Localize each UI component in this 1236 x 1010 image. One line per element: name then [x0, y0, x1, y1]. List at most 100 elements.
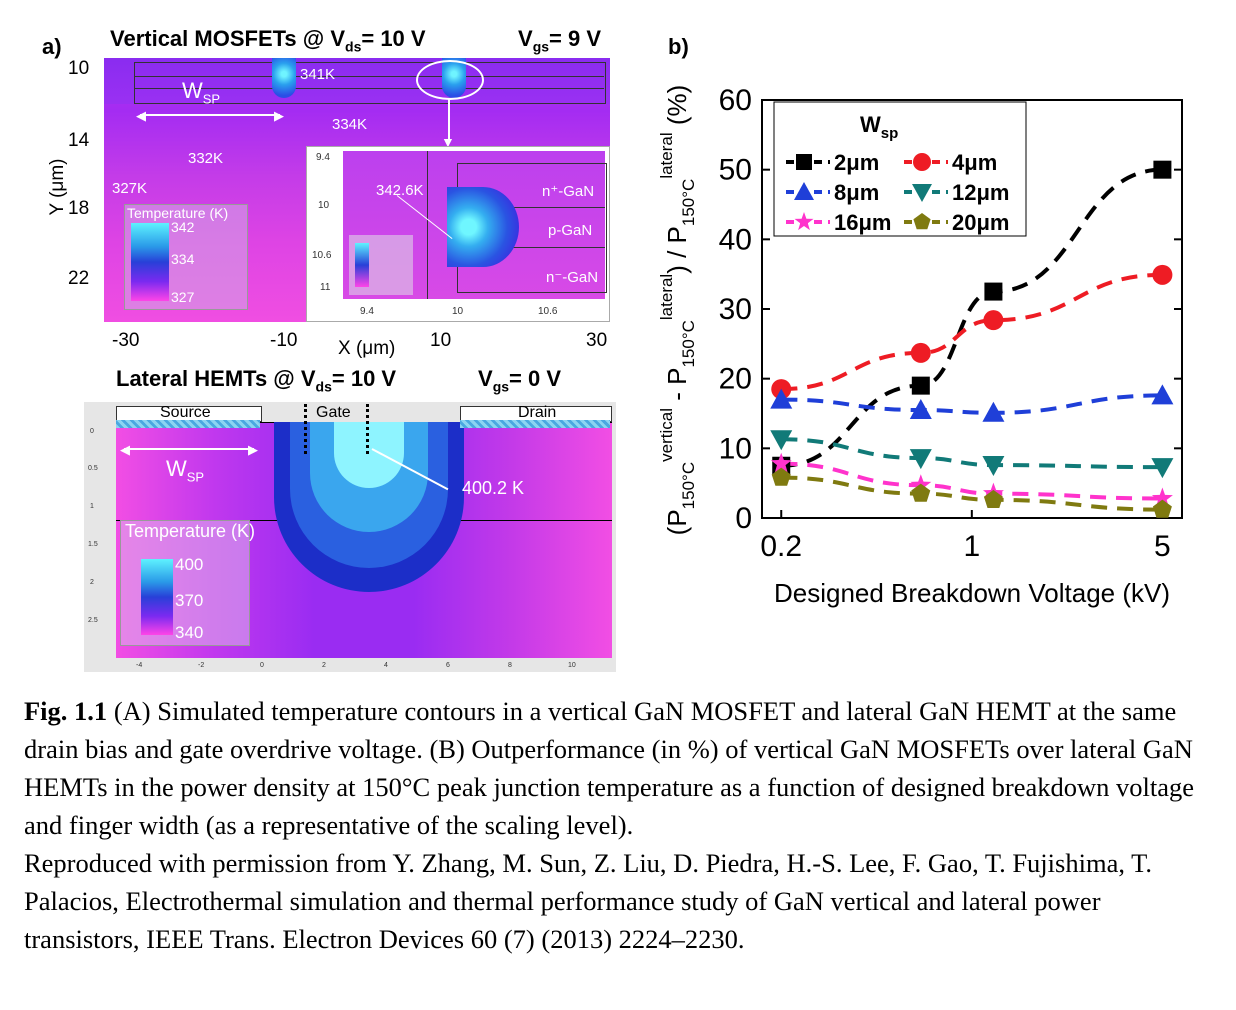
y-tick-label: 10: [719, 432, 752, 465]
breakdown-chart: 0 10 20 30 40 50 60 0.2 1 5 Wsp 2μm 4μm 8μm 12μm 16μm…: [657, 84, 1183, 608]
lateral-x-tick: 6: [446, 662, 450, 669]
vertical-temp-legend: Temperature (K) 342 334 327: [124, 204, 248, 310]
inset-y-tick: 10.6: [312, 250, 332, 261]
inset-arrow: [448, 98, 450, 142]
legend-marker: [794, 212, 814, 231]
wsp-arrow: [140, 114, 280, 116]
legend-marker: [912, 184, 932, 202]
legend-value: 334: [171, 251, 195, 267]
arrow-left-icon: ◀: [120, 442, 130, 457]
legend-entry: 20μm: [952, 210, 1010, 235]
inset-y-tick: 11: [320, 282, 331, 293]
x-axis-label: Designed Breakdown Voltage (kV): [774, 578, 1170, 608]
inset-y-tick: 9.4: [316, 152, 330, 163]
data-point-12μm: [909, 449, 932, 470]
inset-peak-temp: 342.6K: [376, 182, 424, 199]
panel-b-label: b): [668, 34, 689, 59]
data-point-12μm: [1151, 458, 1174, 479]
figure-caption: Fig. 1.1 (A) Simulated temperature conto…: [24, 692, 1214, 958]
arrow-right-icon: ▶: [274, 108, 284, 123]
wsp-label: WSP: [182, 78, 221, 107]
series-line-12μm: [781, 437, 1163, 470]
vertical-title: Vertical MOSFETs @ Vds= 10 V: [110, 26, 426, 55]
data-point-4μm: [910, 342, 931, 363]
layer-label: n⁻-GaN: [546, 269, 599, 286]
series-line-20μm: [781, 475, 1163, 512]
y-tick-label: 40: [719, 223, 752, 256]
data-point-8μm: [982, 401, 1005, 422]
legend-entry: 4μm: [952, 150, 997, 175]
data-point-20μm: [1152, 499, 1172, 518]
data-point-2μm: [1153, 160, 1172, 179]
x-axis-label: X (μm): [338, 338, 396, 359]
legend-marker: [913, 153, 931, 171]
temp-label: 341K: [300, 66, 336, 83]
x-tick: -30: [112, 330, 140, 351]
data-point-20μm: [771, 467, 791, 486]
data-point-12μm: [982, 456, 1005, 477]
lateral-y-tick: 1: [90, 503, 94, 510]
data-point-2μm: [911, 376, 930, 395]
data-point-16μm: [770, 452, 792, 473]
data-point-4μm: [1152, 264, 1173, 285]
inset-x-tick: 10: [452, 306, 464, 317]
inset-x-tick: 9.4: [360, 306, 374, 317]
x-tick-label: 0.2: [760, 530, 802, 563]
lateral-temp-legend: Temperature (K) 400 370 340: [120, 520, 255, 646]
y-axis-label: Y (μm): [47, 158, 68, 216]
data-point-20μm: [983, 489, 1003, 508]
lateral-x-tick: 4: [384, 662, 388, 669]
legend-entry: 2μm: [834, 150, 879, 175]
y-tick: 18: [68, 198, 90, 219]
panel-a-label: a): [42, 34, 62, 59]
data-point-12μm: [770, 430, 793, 451]
y-tick-label: 50: [719, 154, 752, 187]
series-line-4μm: [781, 272, 1163, 392]
temp-label: 334K: [332, 116, 368, 133]
lateral-y-tick: 0: [90, 428, 94, 435]
arrow-right-icon: ▶: [248, 442, 258, 457]
chart-legend: [773, 101, 1027, 237]
lateral-x-tick: 0: [260, 662, 264, 669]
legend-entry: 16μm: [834, 210, 892, 235]
y-axis-label: (P150°Cvertical - P150°Clateral) / P150°…: [657, 85, 698, 536]
lateral-x-tick: 2: [322, 662, 326, 669]
layer-label: p-GaN: [548, 222, 593, 239]
legend-value: 327: [171, 289, 195, 305]
series-line-2μm: [781, 167, 1163, 468]
series-line-16μm: [781, 461, 1163, 501]
x-tick: 30: [586, 330, 608, 351]
arrow-left-icon: ◀: [136, 108, 146, 123]
legend-title: Wsp: [860, 112, 898, 142]
caption-text: Fig. 1.1 (A) Simulated temperature conto…: [24, 696, 1195, 840]
inset-x-tick: 10.6: [538, 306, 558, 317]
lateral-y-tick: 2: [90, 579, 94, 586]
legend-title: Temperature (K): [127, 205, 229, 221]
lateral-vgs: Vgs= 0 V: [478, 366, 562, 395]
data-point-8μm: [1151, 384, 1174, 405]
legend-entry: 8μm: [834, 180, 879, 205]
y-tick-label: 30: [719, 293, 752, 326]
temp-label: 327K: [112, 180, 148, 197]
layer-label: n⁺-GaN: [542, 183, 595, 200]
legend-marker: [913, 213, 931, 230]
x-tick-label: 1: [963, 530, 980, 563]
wsp-arrow: [124, 448, 254, 450]
y-tick-label: 0: [735, 502, 752, 535]
lateral-peak-temp: 400.2 K: [462, 478, 525, 498]
legend-value: 400: [175, 555, 204, 574]
caption-credit: Reproduced with permission from Y. Zhang…: [24, 848, 1152, 954]
data-point-4μm: [983, 310, 1004, 331]
x-tick: -10: [270, 330, 298, 351]
legend-value: 342: [171, 219, 195, 235]
terminal-drain: Drain: [518, 404, 557, 421]
legend-marker: [796, 154, 812, 170]
inset-y-tick: 10: [318, 200, 330, 211]
wsp-label: WSP: [166, 456, 205, 485]
legend-entry: 12μm: [952, 180, 1010, 205]
temp-label: 332K: [188, 150, 224, 167]
x-tick-label: 5: [1154, 530, 1171, 563]
lateral-x-tick: -4: [136, 662, 143, 669]
legend-marker: [794, 182, 814, 200]
legend-value: 370: [175, 591, 204, 610]
